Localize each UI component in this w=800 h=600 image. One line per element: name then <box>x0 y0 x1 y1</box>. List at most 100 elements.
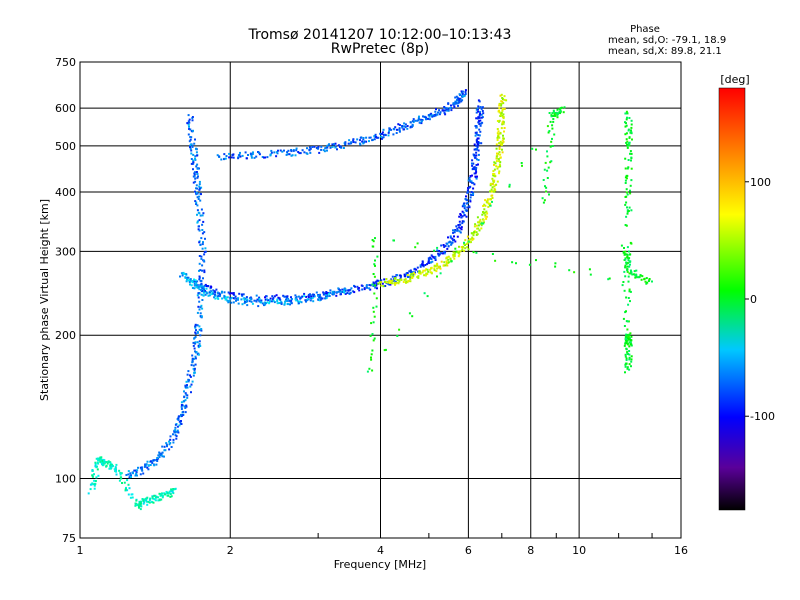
echo-point <box>445 260 448 263</box>
echo-point <box>288 153 291 156</box>
echo-point <box>462 245 465 248</box>
echo-point <box>272 299 275 302</box>
echo-point <box>628 272 631 275</box>
echo-point <box>344 141 347 144</box>
echo-point <box>365 285 368 288</box>
echo-point <box>146 460 149 463</box>
echo-point <box>245 157 248 160</box>
echo-point <box>546 155 549 158</box>
echo-point <box>452 102 455 105</box>
echo-point <box>190 284 193 287</box>
echo-point <box>311 146 314 148</box>
echo-point <box>508 183 511 186</box>
echo-point <box>629 343 632 346</box>
echo-point <box>291 154 294 157</box>
echo-point <box>200 284 203 287</box>
echo-point <box>589 273 592 276</box>
echo-point <box>480 116 483 119</box>
echo-point <box>146 466 149 469</box>
echo-point <box>221 297 224 300</box>
echo-point <box>194 355 197 358</box>
echo-point <box>324 146 327 149</box>
echo-point <box>633 270 636 273</box>
echo-point <box>456 250 459 253</box>
echo-point <box>389 279 392 282</box>
echo-point <box>461 99 464 102</box>
echo-point <box>427 117 429 120</box>
echo-point <box>392 280 395 282</box>
echo-point <box>479 218 482 221</box>
echo-point <box>394 282 397 285</box>
echo-point <box>181 414 184 416</box>
echo-point <box>456 229 459 232</box>
echo-point <box>440 252 443 255</box>
echo-point <box>453 253 456 256</box>
echo-point <box>623 289 626 292</box>
echo-point <box>333 143 335 146</box>
echo-point <box>177 431 180 434</box>
echo-point <box>553 114 556 117</box>
echo-point <box>464 198 467 200</box>
echo-point <box>198 229 201 232</box>
echo-point <box>472 251 475 254</box>
echo-point <box>350 287 353 290</box>
echo-point <box>124 488 127 491</box>
echo-point <box>473 225 476 228</box>
echo-point <box>320 297 323 300</box>
echo-point <box>624 339 627 342</box>
echo-point <box>476 216 479 219</box>
echo-point <box>628 288 631 291</box>
echo-point <box>625 337 628 340</box>
echo-point <box>165 443 168 446</box>
echo-point <box>380 279 383 282</box>
echo-point <box>495 160 498 163</box>
echo-point <box>144 499 147 502</box>
echo-point <box>498 103 501 106</box>
echo-point <box>478 128 481 131</box>
echo-point <box>392 133 395 136</box>
echo-point <box>103 459 106 462</box>
echo-point <box>473 183 476 186</box>
echo-point <box>187 114 190 117</box>
echo-point <box>452 231 455 234</box>
echo-point <box>457 251 460 254</box>
echo-point <box>325 291 328 293</box>
echo-point <box>192 364 195 367</box>
echo-point <box>624 157 627 160</box>
echo-point <box>481 213 484 216</box>
echo-point <box>160 498 163 501</box>
echo-point <box>348 292 351 295</box>
echo-point <box>115 469 117 471</box>
echo-point <box>373 337 376 340</box>
echo-point <box>193 287 196 290</box>
echo-point <box>325 296 328 299</box>
echo-point <box>87 492 90 495</box>
echo-point <box>146 500 148 503</box>
echo-point <box>392 127 395 130</box>
echo-point <box>286 151 289 154</box>
echo-point <box>258 298 261 301</box>
echo-point <box>630 358 633 361</box>
echo-point <box>630 335 633 338</box>
echo-point <box>161 492 163 495</box>
echo-point <box>625 224 628 227</box>
echo-point <box>277 296 280 299</box>
echo-point <box>255 299 258 302</box>
echo-point <box>189 278 192 281</box>
echo-point <box>427 261 430 264</box>
echo-point <box>158 456 161 458</box>
echo-point <box>199 269 202 272</box>
echo-point <box>315 291 318 294</box>
echo-point <box>444 250 447 253</box>
echo-point <box>196 176 199 179</box>
echo-point <box>482 205 485 207</box>
echo-point <box>194 342 197 345</box>
echo-point <box>203 271 206 274</box>
echo-point <box>180 420 182 422</box>
echo-point <box>463 249 466 252</box>
echo-point <box>493 185 496 188</box>
echo-point <box>388 127 391 130</box>
echo-point <box>472 166 475 169</box>
echo-point <box>377 282 380 285</box>
echo-point <box>281 150 284 153</box>
